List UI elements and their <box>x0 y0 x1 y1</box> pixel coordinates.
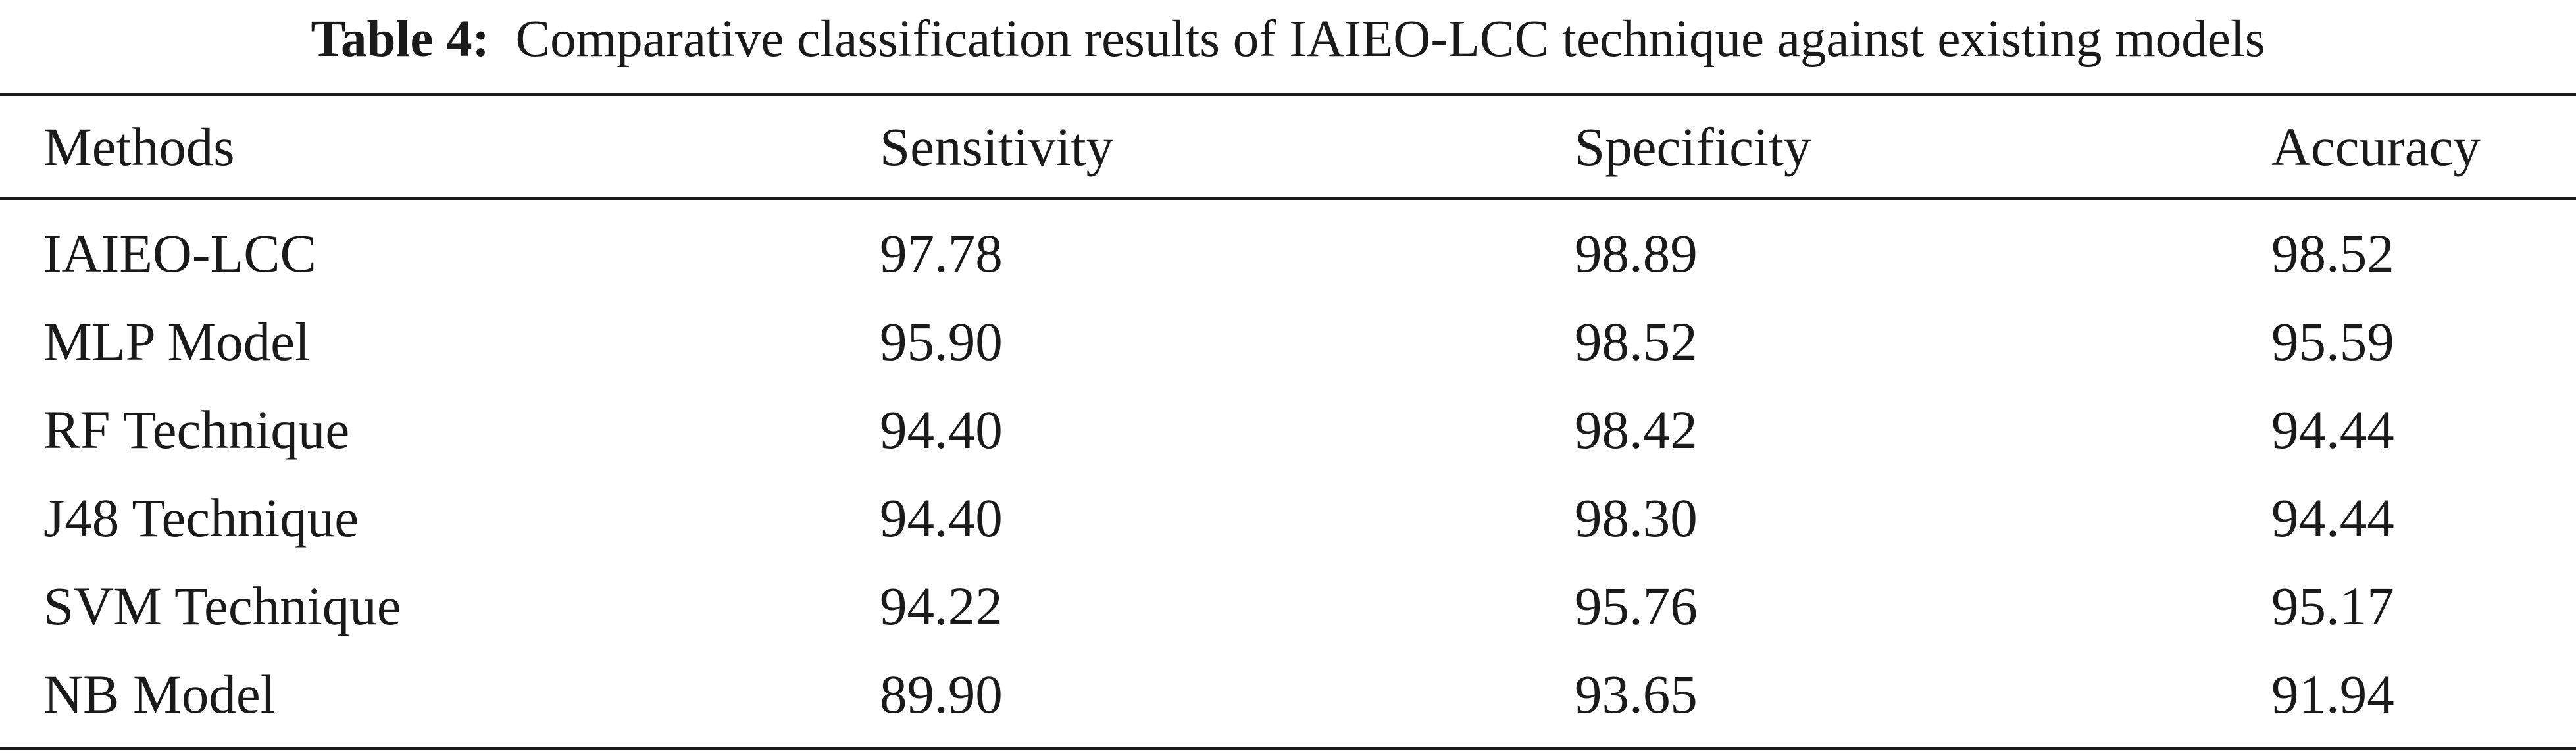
table-cell: NB Model <box>43 664 276 724</box>
table-cell: J48 Technique <box>43 488 359 548</box>
table-cell: 98.42 <box>1575 399 1698 460</box>
table-cell: 89.90 <box>880 664 1003 724</box>
column-header: Specificity <box>1575 116 1811 177</box>
table-cell: SVM Technique <box>43 576 401 636</box>
table-row: MLP Model 95.90 98.52 95.59 <box>0 297 2576 386</box>
table-cell: MLP Model <box>43 311 311 372</box>
table-row: NB Model 89.90 93.65 91.94 <box>0 650 2576 738</box>
table-cell: 98.52 <box>1575 311 1698 372</box>
table-cell: 95.76 <box>1575 576 1698 636</box>
table-cell: 94.40 <box>880 488 1003 548</box>
table-row: J48 Technique 94.40 98.30 94.44 <box>0 474 2576 562</box>
column-header: Accuracy <box>2271 116 2481 177</box>
table-cell: 95.59 <box>2271 311 2394 372</box>
table-cell: 97.78 <box>880 223 1003 284</box>
table-cell: 94.40 <box>880 399 1003 460</box>
table-cell: 91.94 <box>2271 664 2394 724</box>
table-cell: RF Technique <box>43 399 350 460</box>
table-header: Methods Sensitivity Specificity Accuracy <box>0 96 2576 197</box>
table-row: RF Technique 94.40 98.42 94.44 <box>0 386 2576 474</box>
table-row: SVM Technique 94.22 95.76 95.17 <box>0 562 2576 650</box>
table-caption: Table 4: Comparative classification resu… <box>0 0 2576 79</box>
table-cell: 98.52 <box>2271 223 2394 284</box>
top-rule <box>0 93 2576 96</box>
column-header: Sensitivity <box>880 116 1114 177</box>
bottom-rule <box>0 747 2576 750</box>
table-cell: 95.90 <box>880 311 1003 372</box>
table-cell: 93.65 <box>1575 664 1698 724</box>
table-cell: 94.44 <box>2271 399 2394 460</box>
table-cell: 98.89 <box>1575 223 1698 284</box>
table-cell: 95.17 <box>2271 576 2394 636</box>
table-row: IAIEO-LCC 97.78 98.89 98.52 <box>0 209 2576 297</box>
caption-label: Table 4: <box>311 11 490 68</box>
table-cell: 94.22 <box>880 576 1003 636</box>
caption-text: Comparative classification results of IA… <box>515 11 2265 68</box>
table-cell: 98.30 <box>1575 488 1698 548</box>
table-cell: IAIEO-LCC <box>43 223 316 284</box>
column-header: Methods <box>43 116 235 177</box>
header-rule <box>0 197 2576 200</box>
table-cell: 94.44 <box>2271 488 2394 548</box>
